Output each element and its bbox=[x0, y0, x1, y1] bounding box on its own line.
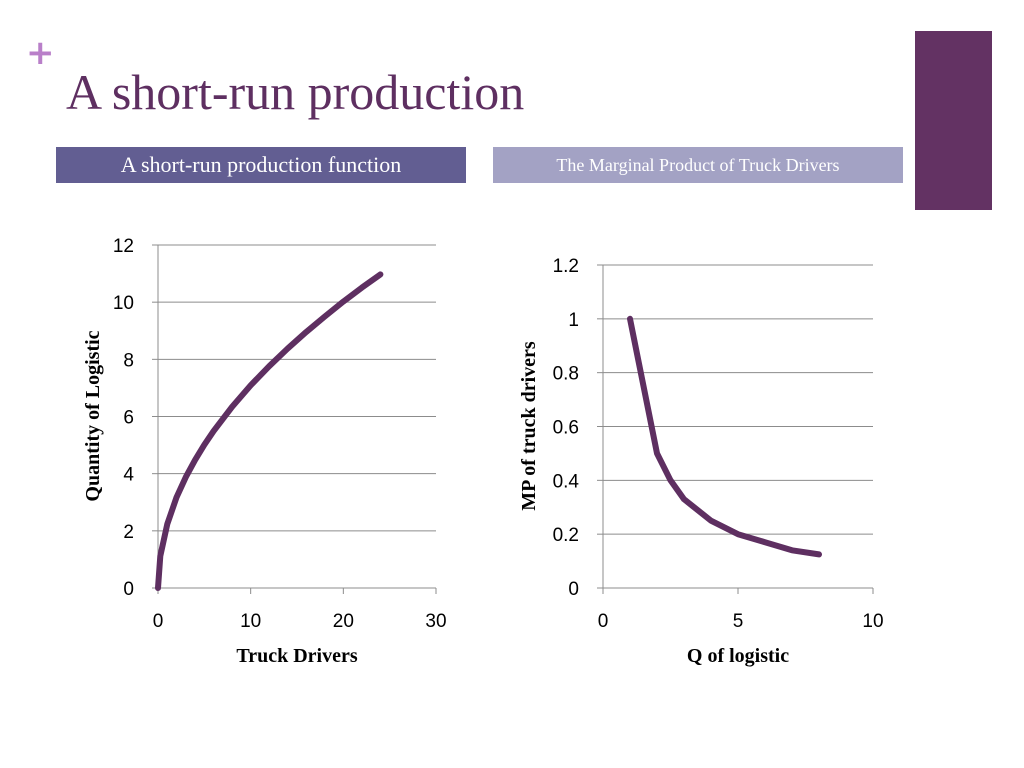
y-tick-label: 0.4 bbox=[553, 471, 580, 492]
series-line bbox=[155, 271, 384, 591]
x-tick-label: 0 bbox=[598, 611, 609, 632]
y-tick-label: 1.2 bbox=[553, 256, 579, 277]
x-tick-label: 10 bbox=[240, 611, 261, 632]
y-axis-title: MP of truck drivers bbox=[518, 341, 540, 511]
plus-icon: + bbox=[26, 33, 55, 73]
y-tick-label: 8 bbox=[123, 350, 134, 371]
y-tick-label: 10 bbox=[113, 293, 134, 314]
slide-title: A short-run production bbox=[66, 64, 525, 120]
x-tick-label: 10 bbox=[862, 611, 883, 632]
x-axis-title: Truck Drivers bbox=[236, 645, 357, 667]
y-tick-label: 6 bbox=[123, 408, 134, 429]
x-tick-label: 5 bbox=[733, 611, 744, 632]
x-tick-label: 0 bbox=[153, 611, 164, 632]
subtitle-marginal-product: The Marginal Product of Truck Drivers bbox=[493, 147, 903, 183]
y-tick-label: 12 bbox=[113, 236, 134, 257]
y-axis-title: Quantity of Logistic bbox=[82, 330, 104, 501]
y-tick-label: 0.2 bbox=[553, 525, 579, 546]
y-tick-label: 1 bbox=[568, 310, 579, 331]
y-tick-label: 0.8 bbox=[553, 364, 579, 385]
x-tick-label: 20 bbox=[333, 611, 354, 632]
y-tick-label: 0 bbox=[568, 579, 579, 600]
x-axis-title: Q of logistic bbox=[687, 645, 789, 667]
y-tick-label: 2 bbox=[123, 522, 134, 543]
accent-bar bbox=[915, 31, 992, 210]
subtitle-production-function: A short-run production function bbox=[56, 147, 466, 183]
series-line bbox=[627, 315, 822, 558]
y-tick-label: 4 bbox=[123, 465, 134, 486]
y-tick-label: 0.6 bbox=[553, 418, 579, 439]
x-tick-label: 30 bbox=[425, 611, 446, 632]
y-tick-label: 0 bbox=[123, 579, 134, 600]
